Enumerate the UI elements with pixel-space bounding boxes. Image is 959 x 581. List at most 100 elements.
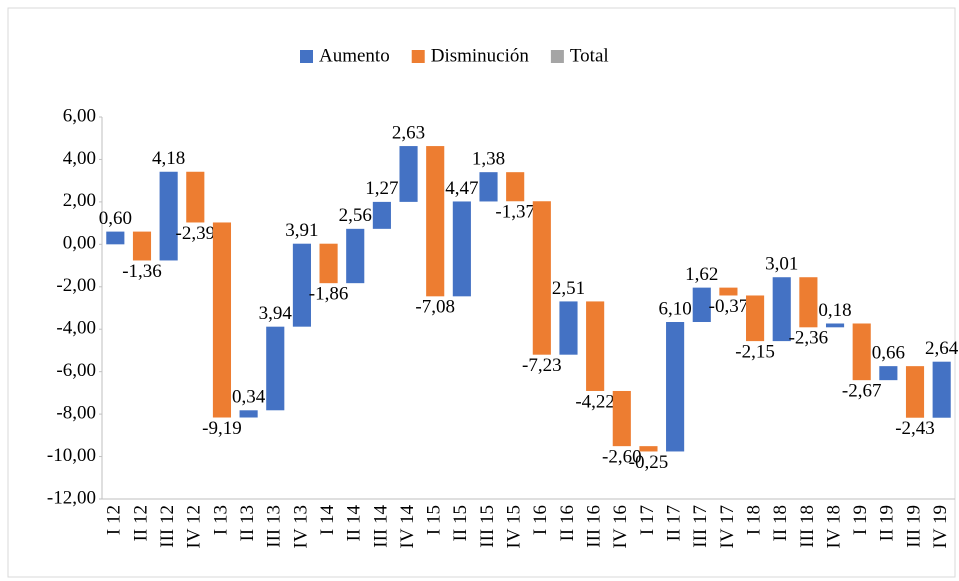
y-tick-label: -10,00: [47, 445, 96, 466]
bar: [506, 172, 525, 202]
data-label: -7,08: [415, 297, 455, 318]
data-label: -2,15: [735, 341, 775, 362]
x-tick-label: IV 17: [717, 505, 738, 548]
x-tick-label: III 15: [477, 505, 498, 548]
x-tick-label: I 13: [210, 505, 231, 535]
x-tick-label: III 18: [797, 505, 818, 548]
data-label: -2,36: [789, 328, 829, 349]
data-label: 1,38: [472, 149, 505, 170]
bar: [346, 228, 365, 284]
data-label: 0,18: [818, 300, 851, 321]
x-tick-label: IV 18: [823, 505, 844, 548]
legend-label: Disminución: [431, 45, 530, 66]
data-label: -9,19: [202, 418, 242, 439]
x-tick-label: II 14: [344, 505, 365, 542]
data-label: 0,34: [232, 387, 266, 408]
data-label: 0,60: [99, 208, 132, 229]
data-label: -2,43: [895, 418, 935, 439]
x-tick-label: I 14: [317, 505, 338, 536]
bar: [799, 277, 818, 328]
bar: [159, 171, 178, 261]
bar: [666, 322, 685, 452]
data-label: -1,37: [495, 202, 535, 223]
y-tick-label: -4,00: [56, 318, 96, 339]
legend-label: Total: [570, 45, 609, 66]
x-tick-label: II 15: [450, 505, 471, 541]
data-label: 1,62: [685, 264, 718, 285]
x-tick-label: IV 15: [504, 505, 525, 548]
bar: [692, 287, 711, 323]
legend-swatch: [550, 50, 564, 63]
x-tick-label: II 18: [770, 505, 791, 541]
data-label: -1,36: [122, 261, 162, 282]
bar: [426, 146, 445, 297]
data-label: 2,63: [392, 122, 425, 143]
bar: [532, 201, 551, 355]
y-tick-label: -6,00: [56, 360, 96, 381]
bar: [319, 243, 338, 284]
x-tick-label: I 18: [743, 505, 764, 535]
data-label: 3,91: [285, 220, 318, 241]
legend-label: Aumento: [319, 45, 390, 66]
x-tick-label: III 17: [690, 505, 711, 548]
y-tick-label: 4,00: [63, 148, 96, 169]
x-tick-label: IV 16: [610, 505, 631, 548]
x-tick-label: III 16: [584, 505, 605, 548]
bar: [479, 172, 498, 202]
bar: [932, 361, 951, 418]
bar: [132, 231, 152, 261]
x-tick-label: I 12: [104, 505, 125, 535]
bar: [372, 201, 391, 229]
y-tick-label: 0,00: [63, 233, 96, 254]
data-label: -2,60: [602, 447, 642, 468]
legend-swatch: [411, 50, 425, 63]
bar: [852, 323, 871, 381]
x-tick-label: II 13: [237, 505, 258, 541]
x-tick-label: III 13: [264, 505, 285, 548]
data-label: -1,86: [309, 284, 349, 305]
data-label: 0,66: [872, 343, 905, 364]
x-tick-label: I 19: [850, 505, 871, 535]
bar: [639, 446, 658, 452]
y-tick-label: 2,00: [63, 190, 96, 211]
chart-border: [7, 7, 956, 578]
x-tick-label: IV 12: [184, 505, 205, 548]
bar: [292, 243, 311, 327]
data-label: 3,01: [765, 254, 798, 275]
data-label: -7,23: [522, 355, 562, 376]
bar: [186, 171, 205, 223]
bar: [212, 222, 232, 418]
data-label: 6,10: [658, 298, 691, 319]
x-tick-label: II 16: [557, 505, 578, 541]
bar: [825, 323, 845, 328]
bar: [719, 287, 738, 296]
data-label: 3,94: [259, 303, 293, 324]
x-tick-label: I 15: [424, 505, 445, 535]
bar: [746, 295, 765, 342]
x-tick-label: II 17: [663, 505, 684, 541]
data-label: 2,64: [925, 338, 959, 359]
data-label: -4,22: [575, 391, 615, 412]
legend-swatch: [300, 50, 313, 63]
y-tick-label: -12,00: [47, 487, 96, 508]
x-tick-label: II 12: [130, 505, 151, 541]
bar: [106, 231, 125, 245]
x-tick-label: IV 14: [397, 505, 418, 549]
x-tick-label: III 12: [157, 505, 178, 548]
x-tick-label: III 14: [370, 505, 391, 548]
y-tick-label: -8,00: [56, 402, 96, 423]
bar: [772, 277, 791, 342]
data-label: 1,27: [365, 178, 398, 199]
data-label: -2,39: [176, 223, 216, 244]
data-label: 4,47: [445, 178, 478, 199]
data-label: -0,25: [629, 452, 669, 473]
x-tick-label: II 19: [877, 505, 898, 541]
bar: [399, 146, 418, 202]
data-label: 2,51: [552, 278, 585, 299]
bar: [612, 390, 631, 447]
data-label: -0,37: [709, 296, 749, 317]
data-label: -2,67: [842, 381, 882, 402]
data-label: 2,56: [339, 205, 372, 226]
